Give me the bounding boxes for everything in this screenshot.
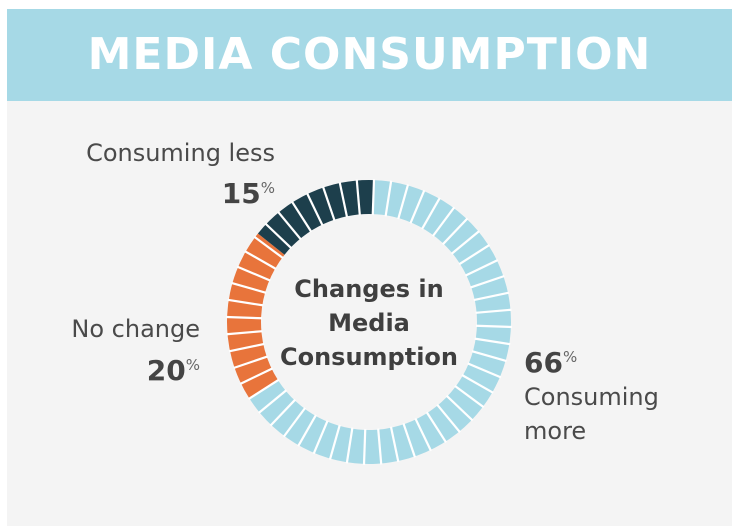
title: MEDIA CONSUMPTION <box>7 9 732 101</box>
donut-slice <box>257 179 374 255</box>
segment-divider <box>425 411 447 444</box>
segment-divider <box>228 342 265 353</box>
segment-divider <box>377 428 383 465</box>
percent-label: 66% <box>524 340 577 380</box>
segment-divider <box>236 265 271 282</box>
segment-divider <box>282 407 307 438</box>
segment-divider <box>431 206 456 237</box>
segment-divider <box>371 179 376 216</box>
segment-divider <box>226 330 263 336</box>
segment-divider <box>436 403 461 433</box>
segment-divider <box>454 384 485 409</box>
center-text: Changes in <box>294 275 443 303</box>
segment-divider <box>458 244 491 266</box>
category-label: Consuming less <box>86 139 275 167</box>
segment-divider <box>233 355 269 370</box>
segment-divider <box>277 211 302 241</box>
segment-divider <box>409 189 426 224</box>
segment-divider <box>306 192 324 227</box>
center-text: Consumption <box>280 343 458 371</box>
segment-divider <box>464 259 499 277</box>
segment-divider <box>227 298 264 307</box>
percent-value: 66 <box>524 346 563 379</box>
segment-divider <box>226 315 263 320</box>
segment-divider <box>389 426 400 463</box>
segment-divider <box>475 308 512 314</box>
donut-slice <box>227 233 285 399</box>
segment-divider <box>402 422 417 458</box>
segment-divider <box>471 350 507 363</box>
segment-divider <box>474 337 511 346</box>
percent-label: 15% <box>222 171 275 211</box>
segment-divider <box>269 398 297 427</box>
segment-divider <box>469 274 505 289</box>
center-text: Media <box>328 309 410 337</box>
segment-divider <box>461 374 494 394</box>
segment-divider <box>258 389 288 414</box>
segment-divider <box>473 291 510 302</box>
segment-divider <box>445 394 474 422</box>
segment-divider <box>362 428 367 465</box>
percent-unit: % <box>562 348 578 366</box>
percent-label: 20% <box>147 348 200 388</box>
percent-value: 20 <box>146 354 186 387</box>
segment-divider <box>328 424 341 460</box>
category-label: Consuming more <box>524 383 659 445</box>
percent-value: 15 <box>221 177 261 210</box>
segment-divider <box>397 184 410 220</box>
segment-divider <box>264 222 293 250</box>
segment-divider <box>291 200 313 233</box>
segment-divider <box>450 230 480 255</box>
segment-divider <box>414 417 432 452</box>
segment-divider <box>239 367 274 385</box>
segment-divider <box>253 235 284 260</box>
segment-divider <box>338 181 349 218</box>
segment-divider <box>297 414 317 447</box>
segment-divider <box>244 250 277 270</box>
percent-unit: % <box>260 179 275 197</box>
segment-divider <box>475 324 512 329</box>
segment-divider <box>312 420 329 455</box>
segment-divider <box>441 217 469 246</box>
category-label: No change <box>71 315 200 343</box>
segment-divider <box>384 180 393 217</box>
segment-divider <box>421 197 441 230</box>
segment-divider <box>321 186 336 222</box>
segment-divider <box>355 179 361 216</box>
segment-divider <box>345 427 354 464</box>
segment-divider <box>467 362 502 379</box>
segment-divider <box>231 281 267 294</box>
percent-unit: % <box>185 356 200 374</box>
segment-divider <box>247 378 280 400</box>
